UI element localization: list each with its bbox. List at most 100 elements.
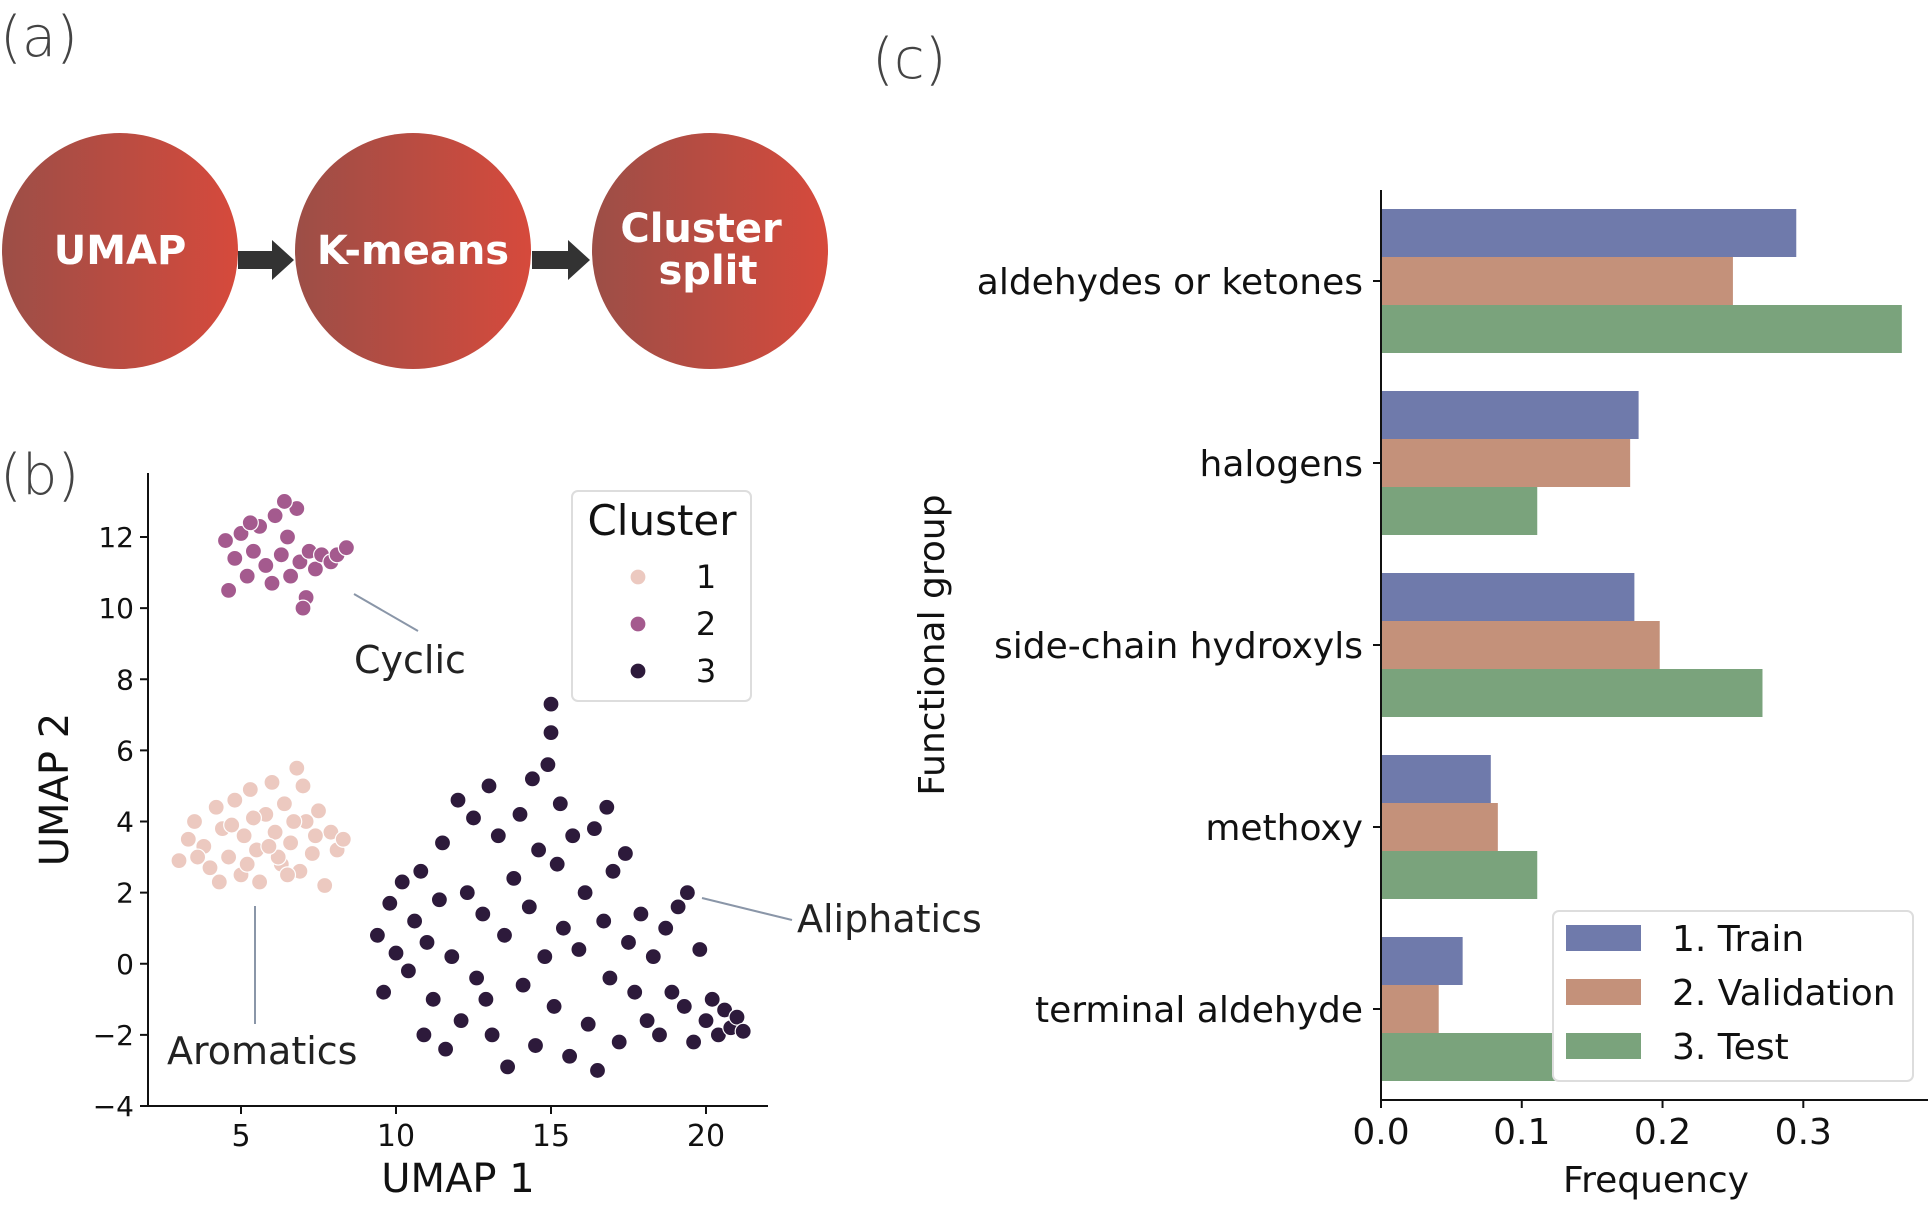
- cluster-3-point: [393, 873, 411, 891]
- cluster-3-point: [424, 990, 442, 1008]
- cluster-1-point: [306, 827, 324, 845]
- cluster-1-point: [282, 834, 300, 852]
- legend-marker: [629, 662, 647, 680]
- cluster-2-point: [241, 514, 259, 532]
- cluster-3-point: [430, 891, 448, 909]
- cluster-split-step-circle: [592, 133, 828, 369]
- cluster-1-point: [223, 816, 241, 834]
- cluster-3-point: [691, 940, 709, 959]
- bar-3: [1381, 669, 1763, 717]
- panel-b-letter: (b): [0, 443, 79, 508]
- cluster-1-point: [244, 809, 262, 827]
- legend-label: 1. Train: [1672, 919, 1804, 960]
- bar-3: [1381, 1033, 1579, 1081]
- frequency-axes: aldehydes or ketones halogens side-chain h…: [912, 190, 1928, 1201]
- y-tick-label: 8: [116, 663, 134, 696]
- category-label: aldehydes or ketones: [977, 262, 1363, 303]
- cluster-1-point: [278, 866, 297, 884]
- cluster-2-point: [306, 560, 324, 578]
- cluster-3-point: [703, 990, 721, 1008]
- legend-label: 1: [696, 558, 716, 596]
- cluster-3-point: [437, 1040, 455, 1058]
- cluster-2-point: [263, 574, 281, 592]
- umap-scatter-points: [170, 492, 752, 1080]
- arrow-icon: [238, 240, 294, 280]
- cluster-3-point: [499, 1058, 517, 1076]
- cluster-3-point: [418, 933, 436, 952]
- cluster-3-point: [644, 948, 662, 966]
- bar-2: [1381, 985, 1439, 1033]
- cluster-1-point: [251, 873, 269, 891]
- bar-3: [1381, 851, 1538, 899]
- category-label: terminal aldehyde: [1035, 990, 1363, 1031]
- umap-step-label: UMAP: [54, 228, 187, 274]
- split-legend: 1. Train 2. Validation 3. Test: [1552, 910, 1914, 1082]
- panel-a: (a) UMAP K-means Cluster split: [0, 5, 828, 369]
- cluster-1-point: [309, 802, 328, 820]
- cluster-3-point: [564, 827, 582, 845]
- cluster-1-point: [207, 798, 225, 816]
- x-tick-label: 10: [377, 1119, 415, 1154]
- cluster-3-point: [626, 983, 644, 1001]
- cluster-3-point: [542, 695, 560, 713]
- bar-1: [1381, 937, 1463, 985]
- bar-1: [1381, 391, 1639, 439]
- cluster-1-point: [334, 830, 352, 848]
- cluster-3-point: [604, 862, 622, 880]
- cluster-3-point: [536, 948, 554, 966]
- cluster-2-point: [278, 528, 297, 546]
- annotation-aliphatics: Aliphatics: [797, 897, 982, 941]
- annotation-aromatics: Aromatics: [167, 1029, 357, 1073]
- umap-annotations: Cyclic Aromatics Aliphatics: [167, 593, 982, 1073]
- cluster-1-point: [241, 780, 259, 799]
- cluster-3-point: [406, 912, 424, 930]
- cluster-3-point: [520, 898, 538, 916]
- cluster-1-point: [179, 830, 197, 848]
- y-tick-label: 6: [116, 734, 134, 767]
- bar-1: [1381, 209, 1797, 257]
- cluster-3-point: [539, 756, 557, 774]
- panel-c-letter: (c): [872, 27, 946, 92]
- legend-marker: [629, 568, 647, 586]
- y-tick-label: −2: [93, 1019, 134, 1052]
- x-tick-label: 0.0: [1352, 1112, 1409, 1153]
- bar-2: [1381, 621, 1660, 669]
- x-tick-label: 0.1: [1493, 1112, 1550, 1153]
- cluster-1-point: [294, 777, 312, 795]
- arrow-icon: [532, 240, 590, 280]
- x-tick-label: 15: [532, 1119, 570, 1154]
- cluster-3-point: [529, 841, 548, 859]
- cluster-3-point: [468, 969, 486, 987]
- cluster-3-point: [514, 976, 532, 994]
- annotation-leader-line: [353, 593, 419, 632]
- cluster-3-point: [368, 926, 386, 944]
- cluster-3-point: [560, 1047, 579, 1065]
- cluster-3-point: [554, 919, 573, 937]
- legend-box: [1552, 910, 1914, 1082]
- umap-step-circle: [2, 133, 238, 369]
- cluster-1-point: [235, 827, 253, 845]
- cluster-3-point: [734, 1022, 752, 1040]
- panel-c: (c) aldehydes or ketones halogens side-cha…: [872, 27, 1928, 1201]
- cluster-3-point: [412, 862, 430, 880]
- cluster-1-point: [285, 812, 303, 831]
- cluster-3-point: [449, 791, 467, 809]
- cluster-3-point: [697, 1012, 715, 1030]
- cluster-3-point: [638, 1012, 656, 1030]
- category-label: halogens: [1200, 444, 1363, 485]
- cluster-3-point: [415, 1026, 433, 1044]
- kmeans-step-circle: [295, 133, 531, 369]
- cluster-3-point: [632, 905, 650, 923]
- y-axis-title: UMAP 2: [32, 713, 78, 866]
- cluster-3-point: [474, 905, 492, 923]
- cluster-1-point: [266, 823, 284, 841]
- cluster-1-point: [238, 855, 256, 873]
- annotation-cyclic: Cyclic: [354, 638, 466, 682]
- cluster-3-point: [650, 1026, 669, 1044]
- cluster-3-point: [598, 798, 616, 816]
- cluster-1-point: [226, 791, 244, 809]
- cluster-2-point: [257, 556, 275, 575]
- cluster-3-point: [551, 795, 569, 813]
- cluster-1-point: [189, 848, 207, 866]
